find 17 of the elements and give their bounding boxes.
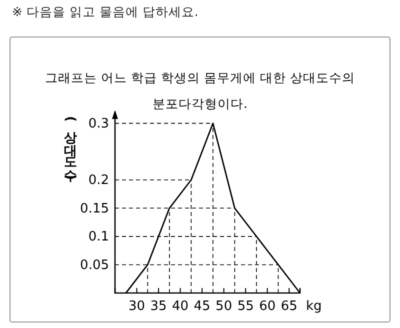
y-tick-label: 0.05 — [80, 258, 109, 273]
y-tick-label: 0.2 — [88, 173, 109, 188]
y-axis-title: (상대도수) — [62, 116, 78, 183]
x-tick-label: 35 — [150, 299, 167, 314]
y-tick-label: 0.1 — [88, 230, 109, 245]
x-tick-label: 65 — [280, 299, 298, 314]
x-tick-label: 60 — [259, 299, 276, 314]
chart-title: 그래프는 어느 학급 학생의 몸무게에 대한 상대도수의 분포다각형이다. — [45, 70, 355, 111]
x-axis-title: kg — [306, 299, 322, 314]
x-tick-label: 50 — [216, 299, 232, 314]
text: ※ 다음을 읽고 물음에 답하세요. — [12, 4, 198, 19]
x-tick-label: 30 — [128, 299, 146, 314]
x-tick-label: 45 — [194, 299, 210, 314]
y-tick-label: 0.3 — [88, 116, 109, 132]
x-tick-label: 40 — [172, 299, 189, 314]
x-tick-label: 55 — [237, 299, 254, 314]
y-tick-label: 0.15 — [80, 201, 109, 216]
